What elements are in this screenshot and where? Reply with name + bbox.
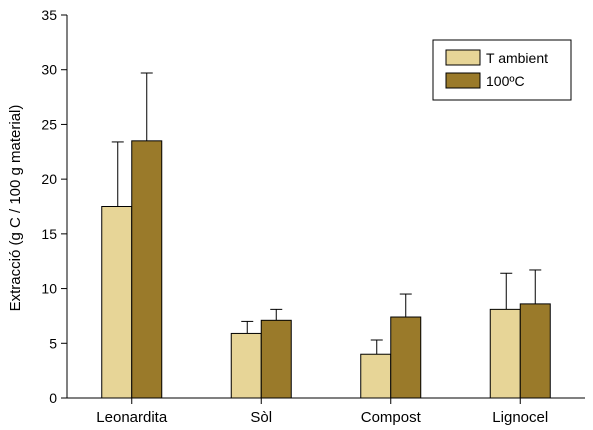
legend-label-t-ambient: T ambient: [486, 50, 548, 66]
legend: T ambient 100ºC: [432, 39, 572, 101]
y-tick-label: 25: [41, 116, 57, 132]
legend-label-100c: 100ºC: [486, 73, 525, 89]
bar-compost-series-2: [390, 316, 422, 399]
y-tick-label: 5: [49, 335, 57, 351]
y-tick-label: 0: [49, 390, 57, 406]
y-tick-label: 15: [41, 226, 57, 242]
bar-lignocel-series-1: [489, 308, 521, 399]
legend-swatch-100c: [445, 72, 481, 89]
bar-lignocel-series-2: [519, 303, 551, 399]
bar-sl-series-2: [260, 319, 292, 399]
y-tick-label: 20: [41, 171, 57, 187]
x-tick-label: Sòl: [250, 409, 272, 426]
bar-leonardita-series-1: [101, 206, 133, 399]
bar-compost-series-1: [360, 353, 392, 399]
x-tick-label: Lignocel: [492, 409, 548, 426]
x-tick-label: Compost: [361, 409, 422, 426]
y-axis-label: Extracció (g C / 100 g material): [7, 105, 24, 312]
x-tick-label: Leonardita: [96, 409, 168, 426]
legend-box: [432, 39, 572, 101]
legend-swatch-t-ambient: [445, 49, 481, 66]
axes: 0 5 10 15 20 25 30 35 Leonardita Sòl Compost Lignoc…: [41, 7, 585, 426]
y-tick-label: 30: [41, 62, 57, 78]
y-tick-label: 10: [41, 281, 57, 297]
bar-leonardita-series-2: [131, 140, 163, 399]
bars: [101, 72, 551, 399]
y-tick-label: 35: [41, 7, 57, 23]
bar-sl-series-1: [230, 332, 262, 399]
